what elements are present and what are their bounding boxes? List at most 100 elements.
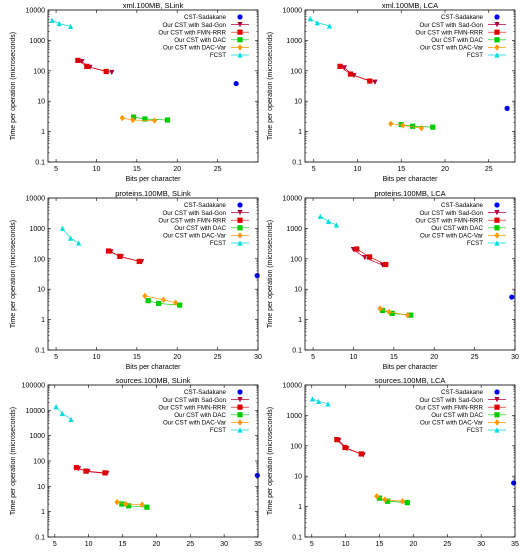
y-tick-label: 10000	[26, 196, 46, 203]
x-tick-label: 25	[485, 166, 493, 173]
plot-frame	[47, 9, 259, 163]
data-point	[388, 120, 394, 128]
series	[119, 114, 158, 124]
legend-marker	[494, 217, 500, 223]
data-point	[142, 116, 148, 122]
x-tick-label: 30	[220, 541, 228, 548]
data-point	[333, 222, 340, 228]
y-tick-label: 10000	[283, 8, 303, 15]
y-tick-label: 0.1	[292, 535, 302, 542]
legend-entry: CST-Sadakane	[184, 389, 227, 396]
x-tick-label: 5	[54, 166, 58, 173]
chart-title: sources.100MB, LCA	[375, 376, 446, 385]
y-tick-label: 100	[33, 459, 45, 466]
series	[388, 120, 424, 132]
y-tick-label: 1000	[29, 226, 45, 233]
legend-entry: CST-Sadakane	[184, 14, 227, 21]
legend-marker	[494, 14, 500, 20]
legend-marker	[494, 44, 500, 51]
y-tick-label: 0.1	[292, 160, 302, 167]
data-point	[233, 80, 239, 87]
series	[75, 57, 109, 75]
data-point	[164, 117, 171, 123]
legend-entry: Our CST with Sad-Gon	[162, 210, 226, 217]
x-tick-label: 35	[254, 541, 262, 548]
data-point	[399, 498, 406, 505]
x-tick-label: 15	[119, 541, 127, 548]
legend-entry: Our CST with DAC-Var	[420, 233, 483, 240]
y-tick-label: 100	[290, 256, 302, 263]
y-axis-label: Time per operation (microseconds)	[267, 407, 274, 515]
series-line	[310, 18, 330, 27]
plot-frame	[304, 197, 516, 351]
legend-marker	[237, 29, 243, 35]
series	[53, 404, 74, 422]
x-tick-label: 30	[511, 354, 519, 361]
y-tick-label: 100	[290, 68, 302, 75]
data-point	[177, 302, 183, 308]
data-point	[317, 213, 323, 219]
data-point	[376, 495, 383, 501]
series	[307, 16, 333, 29]
legend-marker	[494, 397, 500, 403]
series	[504, 105, 510, 111]
data-point	[117, 253, 123, 259]
data-point	[68, 416, 74, 422]
y-axis-label: Time per operation (microseconds)	[267, 32, 274, 140]
legend-entry: Our CST with DAC	[174, 37, 226, 44]
legend-entry: Our CST with Sad-Gon	[419, 397, 483, 404]
series	[509, 294, 515, 300]
x-axis-label: Bits per character	[126, 176, 182, 183]
legend-entry: Our CST with FMN-RRR	[415, 217, 483, 224]
legend-entry: Our CST with DAC-Var	[420, 420, 483, 427]
data-point	[307, 16, 313, 22]
data-point	[382, 496, 388, 503]
legend-marker	[237, 210, 243, 216]
data-point	[126, 503, 132, 509]
data-point	[105, 248, 112, 254]
chart-panel-1: xml.100MB, SLink 0.1 1 10 100 1000 10000 5 10 15 2…	[10, 1, 259, 183]
y-tick-label: 100	[33, 256, 45, 263]
data-point	[385, 498, 391, 504]
data-point	[119, 114, 125, 122]
legend-marker	[494, 29, 500, 35]
x-tick-label: 30	[477, 541, 485, 548]
legend-marker	[494, 404, 500, 410]
y-tick-label: 1	[41, 317, 45, 324]
legend-marker	[237, 397, 243, 403]
data-point	[404, 500, 410, 506]
x-tick-label: 10	[342, 541, 350, 548]
y-tick-label: 1	[41, 509, 45, 516]
series-line	[390, 123, 422, 129]
series	[254, 273, 260, 279]
series	[337, 63, 373, 84]
series	[59, 225, 82, 246]
data-point	[59, 410, 65, 417]
legend-entry: Our CST with DAC-Var	[163, 420, 226, 427]
legend-marker	[494, 419, 500, 426]
legend-entry: FCST	[210, 427, 226, 434]
y-tick-label: 10	[37, 287, 45, 294]
data-point	[173, 299, 179, 306]
y-tick-label: 1000	[29, 433, 45, 440]
legend-marker	[237, 419, 243, 426]
x-tick-label: 10	[354, 166, 362, 173]
data-point	[102, 470, 108, 476]
data-point	[418, 124, 424, 132]
x-tick-label: 25	[471, 354, 479, 361]
data-point	[410, 123, 416, 129]
y-tick-label: 10	[294, 99, 302, 106]
y-axis-label: Time per operation (microseconds)	[267, 220, 274, 328]
legend-marker	[237, 389, 243, 395]
data-point	[145, 298, 151, 304]
data-point	[509, 294, 515, 300]
y-tick-label: 100000	[22, 383, 45, 390]
x-tick-label: 5	[310, 541, 314, 548]
x-axis-label: Bits per character	[383, 364, 439, 371]
series	[145, 298, 183, 308]
legend-marker	[494, 210, 500, 216]
y-tick-label: 100	[290, 443, 302, 450]
data-point	[386, 308, 392, 316]
